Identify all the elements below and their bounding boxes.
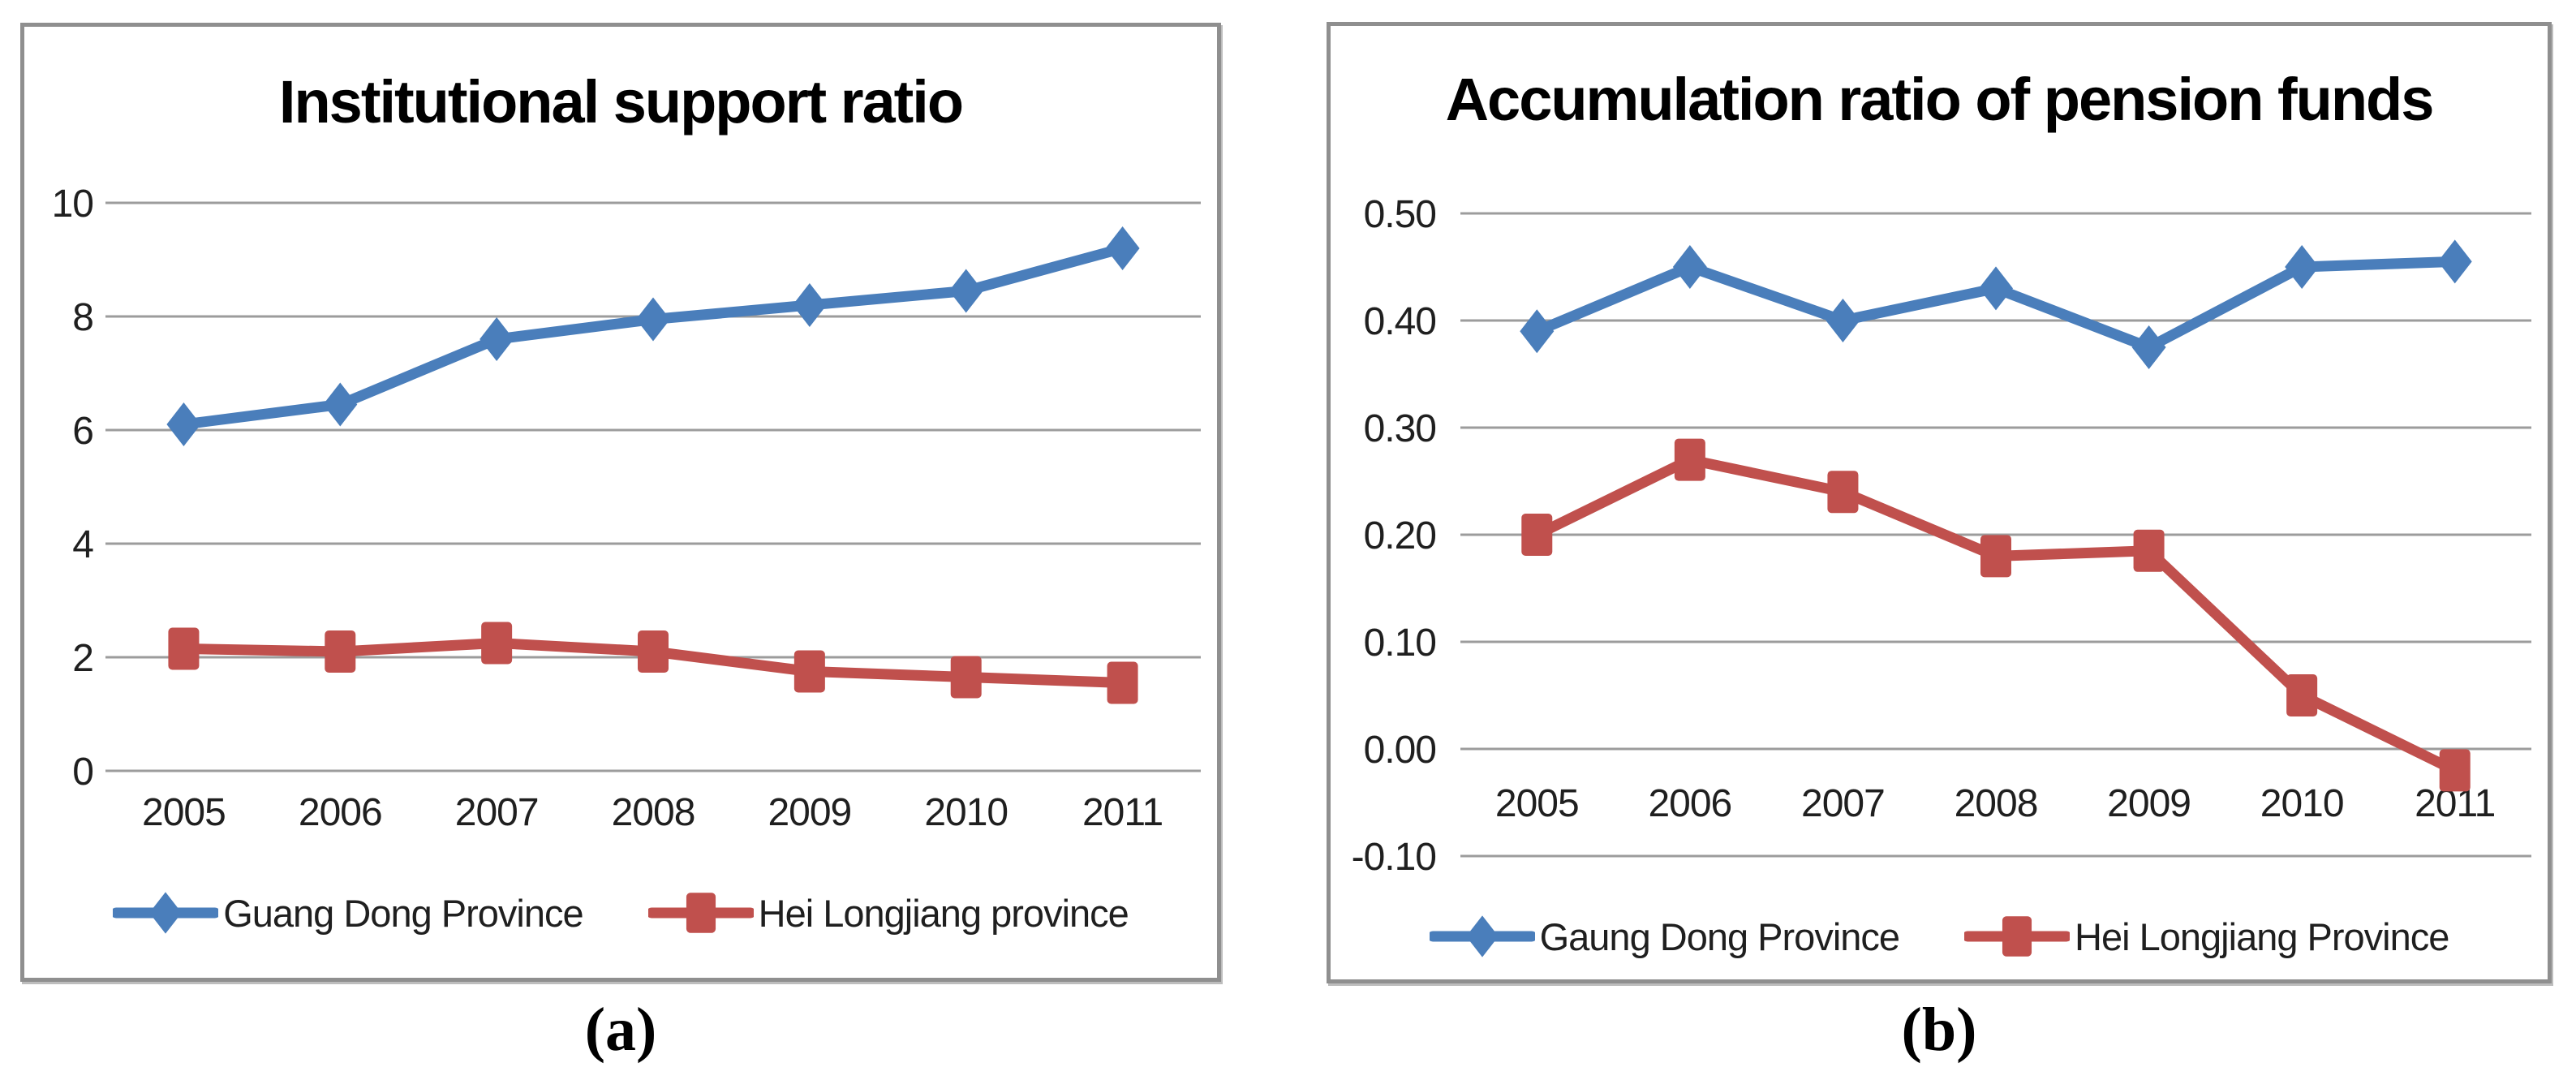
chart-b-canvas: 0.50 0.40 0.30 0.20 0.10 0.00 -0.10 2005 2006 200…: [1352, 193, 2531, 879]
svg-text:2010: 2010: [924, 791, 1008, 834]
svg-text:2008: 2008: [612, 791, 695, 834]
svg-text:0.10: 0.10: [1364, 622, 1436, 665]
diamond-series-marker-icon: [1429, 915, 1535, 957]
figure-caption-a: (a): [584, 996, 657, 1064]
legend-item-gaung-dong-b: Gaung Dong Province: [1429, 912, 1900, 961]
svg-text:6: 6: [72, 410, 93, 453]
svg-text:2009: 2009: [2107, 782, 2191, 825]
chart-panel-b: 0.50 0.40 0.30 0.20 0.10 0.00 -0.10 2005 2006 200…: [1327, 22, 2552, 983]
svg-text:0.00: 0.00: [1364, 729, 1436, 772]
legend-item-guang-dong-a: Guang Dong Province: [113, 889, 584, 937]
chart-a-title: Institutional support ratio: [278, 68, 964, 136]
svg-text:4: 4: [72, 523, 93, 566]
legend-item-hei-longjiang-b: Hei Longjiang Province: [1964, 912, 2449, 961]
svg-text:2007: 2007: [455, 791, 539, 834]
svg-text:0.20: 0.20: [1364, 514, 1436, 557]
svg-text:2006: 2006: [1648, 782, 1731, 825]
chart-b-title: Accumulation ratio of pension funds: [1445, 66, 2435, 133]
square-series-marker-icon: [1964, 916, 2071, 957]
legend-label-hei-longjiang-b: Hei Longjiang Province: [2075, 914, 2449, 958]
svg-text:2007: 2007: [1801, 782, 1885, 825]
chart-a-legend: Guang Dong Province Hei Longjiang provin…: [24, 887, 1217, 939]
diamond-series-marker-icon: [113, 892, 219, 934]
svg-text:-0.10: -0.10: [1352, 836, 1436, 879]
chart-a-canvas: 10 8 6 4 2 0 2005 2006 2007 2008 2009 2010 2011: [52, 183, 1201, 834]
svg-text:0.50: 0.50: [1364, 193, 1436, 236]
legend-label-guang-dong-a: Guang Dong Province: [223, 891, 583, 935]
svg-text:0.30: 0.30: [1364, 407, 1436, 450]
legend-label-hei-longjiang-a: Hei Longjiang province: [758, 891, 1129, 935]
svg-text:0: 0: [72, 751, 93, 794]
svg-text:2009: 2009: [768, 791, 851, 834]
svg-text:2010: 2010: [2260, 782, 2344, 825]
figure-caption-b: (b): [1901, 996, 1977, 1064]
chart-b-legend: Gaung Dong Province Hei Longjiang Provin…: [1331, 910, 2548, 962]
svg-text:2005: 2005: [1495, 782, 1579, 825]
svg-text:2005: 2005: [142, 791, 226, 834]
svg-text:0.40: 0.40: [1364, 300, 1436, 343]
svg-text:2006: 2006: [299, 791, 382, 834]
square-series-marker-icon: [647, 893, 754, 933]
legend-item-hei-longjiang-a: Hei Longjiang province: [647, 889, 1129, 937]
chart-panel-a: 10 8 6 4 2 0 2005 2006 2007 2008 2009 2010 2011 Inst…: [20, 23, 1221, 982]
svg-text:2: 2: [72, 637, 93, 680]
svg-text:8: 8: [72, 296, 93, 339]
svg-text:10: 10: [52, 183, 93, 226]
svg-text:2011: 2011: [1082, 791, 1163, 834]
svg-text:2008: 2008: [1955, 782, 2038, 825]
legend-label-gaung-dong-b: Gaung Dong Province: [1539, 914, 1900, 958]
